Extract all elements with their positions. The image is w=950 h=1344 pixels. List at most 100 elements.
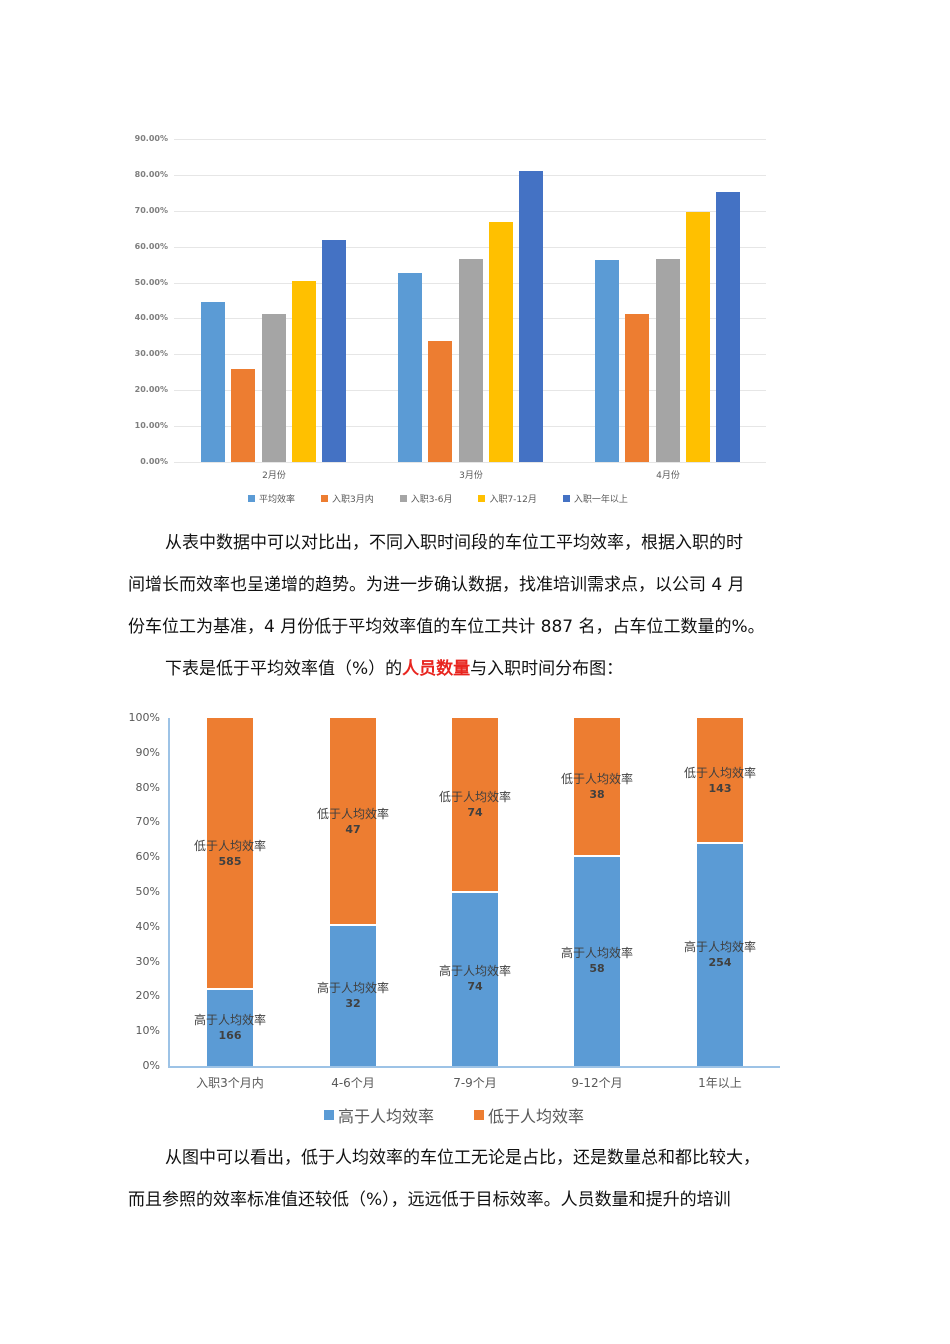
y-axis-tick: 50% xyxy=(135,885,160,898)
legend-label: 入职3-6月 xyxy=(410,495,453,505)
data-label-name: 低于人均效率 xyxy=(683,765,756,780)
text-line-intro: 下表是低于平均效率值（%）的人员数量与入职时间分布图： xyxy=(128,648,828,690)
chart-legend: 平均效率 入职3月内 入职3-6月 入职7-12月 入职一年以上 xyxy=(248,492,628,505)
legend-item: 入职3月内 xyxy=(321,492,374,505)
legend-swatch xyxy=(399,495,407,502)
bar xyxy=(261,314,286,462)
text-line: 从图中可以看出，低于人均效率的车位工无论是占比，还是数量总和都比较大， xyxy=(165,1148,760,1168)
data-label: 高于人均效率 58 xyxy=(537,945,657,977)
y-axis-tick: 20% xyxy=(135,989,160,1003)
gridline xyxy=(174,174,766,176)
data-label-value: 143 xyxy=(708,781,732,795)
legend-label: 低于人均效率 xyxy=(488,1107,585,1126)
data-label-name: 高于人均效率 xyxy=(438,964,511,978)
legend-swatch xyxy=(562,495,570,502)
bar-segment-below xyxy=(697,718,743,843)
bar xyxy=(231,369,256,462)
analysis-paragraph-2: 从图中可以看出，低于人均效率的车位工无论是占比，还是数量总和都比较大， 而且参照… xyxy=(128,1137,828,1221)
stacked-bar: 低于人均效率 143 高于人均效率 254 xyxy=(684,718,756,1066)
gridline xyxy=(174,139,766,140)
bar-segment-below xyxy=(452,718,498,891)
data-label: 高于人均效率 166 xyxy=(170,1012,290,1044)
y-axis-tick: 10% xyxy=(135,1024,160,1038)
bar-segment-above xyxy=(452,893,498,1066)
data-label-name: 低于人均效率 xyxy=(316,806,389,821)
legend-item: 入职7-12月 xyxy=(478,492,537,505)
x-axis-label: 9-12个月 xyxy=(571,1076,623,1090)
y-axis-tick: 40.00% xyxy=(134,313,168,323)
legend-item: 平均效率 xyxy=(248,492,295,505)
data-label-name: 高于人均效率 xyxy=(316,980,389,995)
bar xyxy=(201,301,225,462)
legend-item: 低于人均效率 xyxy=(474,1103,584,1127)
data-label-value: 585 xyxy=(218,854,242,868)
y-axis-tick: 20.00% xyxy=(134,385,168,395)
y-axis-tick: 90% xyxy=(135,745,160,759)
x-axis-label: 2月份 xyxy=(262,471,286,481)
bar-segment-above xyxy=(574,856,620,1066)
data-label-name: 高于人均效率 xyxy=(193,1012,266,1027)
y-axis-tick: 60.00% xyxy=(134,241,168,251)
bar-segment-below xyxy=(330,718,376,925)
legend-swatch xyxy=(474,1110,485,1120)
bar xyxy=(458,259,483,462)
bar xyxy=(398,273,422,462)
bar-segment-below xyxy=(574,718,620,855)
bar xyxy=(716,192,741,462)
bar xyxy=(488,222,513,462)
data-label: 低于人均效率 74 xyxy=(415,789,535,821)
data-label-name: 高于人均效率 xyxy=(560,945,633,960)
bar xyxy=(625,314,650,462)
legend-label: 入职一年以上 xyxy=(573,495,628,505)
data-label-value: 74 xyxy=(467,980,483,993)
text-span: 下表是低于平均效率值（%）的 xyxy=(165,659,403,679)
data-label-value: 254 xyxy=(708,955,732,969)
data-label: 低于人均效率 47 xyxy=(293,806,413,838)
bar xyxy=(685,212,710,462)
y-axis-tick: 100% xyxy=(128,711,160,724)
data-label: 高于人均效率 254 xyxy=(660,939,780,971)
legend-label: 高于人均效率 xyxy=(338,1107,435,1126)
data-label-name: 低于人均效率 xyxy=(560,771,633,786)
y-axis-tick: 60% xyxy=(135,850,160,864)
legend-item: 高于人均效率 xyxy=(324,1103,434,1127)
stacked-bar: 低于人均效率 47 高于人均效率 32 xyxy=(317,718,389,1066)
text-line: 而且参照的效率标准值还较低（%），远远低于目标效率。人员数量和提升的培训 xyxy=(128,1190,731,1210)
bar xyxy=(595,260,619,462)
data-label-value: 32 xyxy=(345,996,361,1010)
x-axis-label: 3月份 xyxy=(459,471,483,481)
stacked-bar: 低于人均效率 38 高于人均效率 58 xyxy=(561,718,633,1066)
stacked-bar: 低于人均效率 585 高于人均效率 166 xyxy=(194,718,266,1066)
gridline xyxy=(174,246,766,248)
data-label: 低于人均效率 585 xyxy=(170,838,290,870)
data-label-value: 47 xyxy=(345,822,361,836)
bar xyxy=(291,281,316,462)
bar-segment-below xyxy=(207,718,253,989)
stacked-bar: 低于人均效率 74 高于人均效率 74 xyxy=(439,718,511,1066)
data-label-name: 低于人均效率 xyxy=(438,790,511,804)
legend-label: 平均效率 xyxy=(259,495,296,505)
legend-swatch xyxy=(324,1110,334,1120)
data-label: 高于人均效率 74 xyxy=(415,963,535,995)
y-axis-tick: 0.00% xyxy=(140,457,168,466)
x-axis-label: 1年以上 xyxy=(698,1076,742,1090)
data-label: 高于人均效率 32 xyxy=(293,980,413,1012)
y-axis-tick: 40% xyxy=(135,919,160,933)
y-axis-tick: 90.00% xyxy=(134,134,168,143)
legend-item: 入职一年以上 xyxy=(562,492,628,505)
data-label: 低于人均效率 143 xyxy=(660,765,780,797)
y-axis-tick: 80% xyxy=(135,780,160,794)
data-label-value: 166 xyxy=(218,1028,242,1042)
bar-segment-above xyxy=(697,844,743,1066)
legend-label: 入职3月内 xyxy=(332,495,374,505)
y-axis-tick: 0% xyxy=(142,1059,160,1072)
bar xyxy=(428,341,453,462)
bar-segment-above xyxy=(330,926,376,1066)
x-axis-label: 4月份 xyxy=(656,471,680,481)
text-line: 间增长而效率也呈递增的趋势。为进一步确认数据，找准培训需求点，以公司 4 月 xyxy=(128,575,745,595)
legend-swatch xyxy=(478,495,486,502)
bar-segment-above xyxy=(207,990,253,1066)
bar xyxy=(655,259,680,462)
y-axis-tick: 10.00% xyxy=(134,421,168,431)
legend-swatch xyxy=(248,495,255,502)
